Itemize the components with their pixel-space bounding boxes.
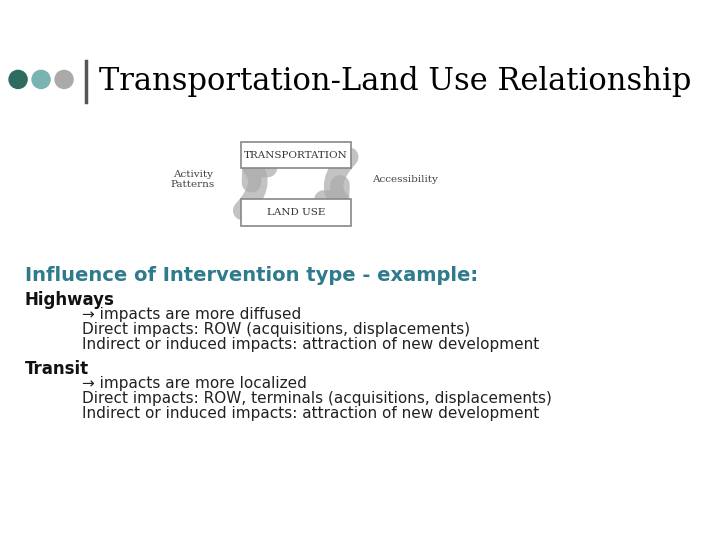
Text: Highways: Highways — [24, 291, 114, 308]
Text: LAND USE: LAND USE — [266, 208, 325, 217]
Text: Direct impacts: ROW (acquisitions, displacements): Direct impacts: ROW (acquisitions, displ… — [82, 322, 470, 337]
Text: Direct impacts: ROW, terminals (acquisitions, displacements): Direct impacts: ROW, terminals (acquisit… — [82, 391, 552, 406]
Circle shape — [9, 70, 27, 89]
Text: Indirect or induced impacts: attraction of new development: Indirect or induced impacts: attraction … — [82, 406, 539, 421]
Text: → impacts are more diffused: → impacts are more diffused — [82, 307, 302, 322]
Circle shape — [55, 70, 73, 89]
Text: Influence of Intervention type - example:: Influence of Intervention type - example… — [24, 266, 478, 285]
FancyArrowPatch shape — [324, 157, 348, 200]
Circle shape — [32, 70, 50, 89]
FancyArrowPatch shape — [243, 167, 268, 211]
Text: TRANSPORTATION: TRANSPORTATION — [244, 151, 348, 159]
FancyBboxPatch shape — [240, 199, 351, 226]
Text: Accessibility: Accessibility — [372, 175, 438, 184]
Text: Indirect or induced impacts: attraction of new development: Indirect or induced impacts: attraction … — [82, 336, 539, 352]
Text: → impacts are more localized: → impacts are more localized — [82, 376, 307, 391]
Text: Transit: Transit — [24, 360, 89, 377]
FancyBboxPatch shape — [240, 142, 351, 168]
Text: Activity
Patterns: Activity Patterns — [171, 170, 215, 190]
Text: Transportation-Land Use Relationship: Transportation-Land Use Relationship — [99, 65, 691, 97]
